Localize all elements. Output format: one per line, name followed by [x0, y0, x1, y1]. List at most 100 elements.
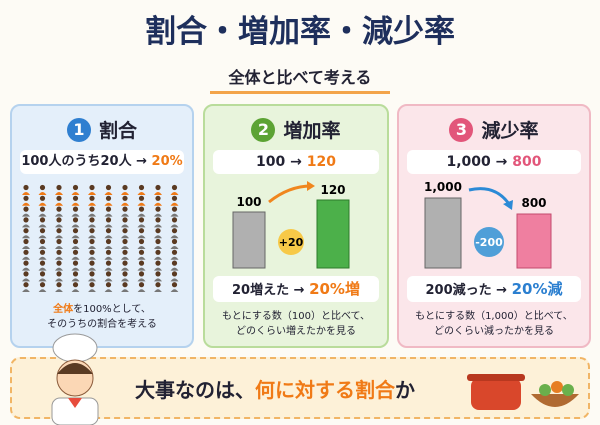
- person-head: [155, 217, 161, 223]
- chef-scarf: [68, 398, 82, 408]
- example-from: 100 →: [256, 154, 302, 170]
- person-body: [154, 202, 162, 206]
- person-head: [155, 228, 161, 234]
- person-body: [38, 289, 47, 292]
- person-head: [72, 271, 79, 277]
- person-head: [56, 260, 62, 266]
- person-head: [155, 249, 161, 255]
- bar-after: [316, 199, 350, 269]
- caption: もとにする数（1,000）と比べて、 どのくらい減ったかを見る: [399, 309, 589, 339]
- person-head: [155, 260, 161, 266]
- change: -200: [475, 236, 503, 249]
- person-head: [39, 249, 46, 255]
- person-body: [154, 224, 162, 228]
- panel-increase: 2 増加率 100 → 120 100 120 +20 20増えた → 20%増 …: [203, 104, 389, 348]
- person-body: [154, 278, 162, 282]
- person-body: [137, 267, 146, 271]
- person-head: [122, 217, 128, 223]
- person-head: [155, 238, 161, 245]
- person-head: [105, 184, 112, 191]
- person-body: [104, 278, 113, 282]
- person-body: [71, 224, 80, 228]
- person-head: [56, 238, 62, 245]
- person-head: [138, 217, 145, 223]
- person-head: [72, 206, 79, 212]
- person-head: [138, 249, 145, 255]
- person-head: [171, 249, 178, 255]
- person-body: [55, 192, 63, 195]
- person-head: [122, 260, 128, 266]
- pot: [471, 378, 521, 410]
- person-head: [23, 260, 29, 266]
- person-body: [38, 224, 47, 228]
- person-body: [104, 235, 113, 239]
- person-head: [72, 238, 79, 245]
- person-body: [22, 192, 30, 195]
- person-body: [104, 289, 113, 292]
- person-body: [71, 192, 80, 195]
- person-body: [71, 278, 80, 282]
- person-head: [72, 249, 79, 255]
- person-head: [89, 206, 95, 212]
- person-head: [171, 195, 178, 201]
- result-rate: 20%減: [511, 280, 563, 298]
- person-head: [171, 260, 178, 266]
- person-head: [56, 195, 62, 201]
- person-body: [104, 246, 113, 249]
- number: 2: [251, 118, 276, 142]
- person-head: [23, 217, 29, 223]
- person-head: [72, 228, 79, 234]
- person-body: [88, 213, 96, 217]
- person-body: [88, 278, 96, 282]
- person-body: [170, 235, 179, 239]
- person-body: [88, 224, 96, 228]
- example-rate: 20%: [151, 154, 183, 169]
- person-body: [55, 246, 63, 249]
- person-body: [170, 202, 179, 206]
- person-head: [138, 282, 145, 288]
- person-head: [171, 271, 178, 277]
- food: [551, 381, 563, 393]
- person-head: [72, 195, 79, 201]
- person-head: [23, 206, 29, 212]
- person-body: [137, 224, 146, 228]
- person-head: [155, 195, 161, 201]
- example-text: 100人のうち20人 →: [21, 154, 147, 169]
- person-head: [122, 228, 128, 234]
- person-body: [104, 267, 113, 271]
- person-body: [71, 256, 80, 260]
- person-head: [89, 184, 95, 191]
- person-head: [171, 282, 178, 288]
- change: +20: [279, 236, 304, 249]
- person-body: [170, 289, 179, 292]
- bar-label: 800: [521, 196, 546, 210]
- person-body: [154, 267, 162, 271]
- chef-illustration: [51, 333, 99, 425]
- caption-text: を100%として、: [73, 304, 151, 315]
- person-body: [71, 235, 80, 239]
- caption-text: どのくらい増えたかを見る: [236, 326, 356, 337]
- footer-text: 大事なのは、何に対する割合か: [135, 374, 415, 403]
- person-body: [22, 202, 30, 206]
- person-body: [88, 246, 96, 249]
- person-head: [23, 238, 29, 245]
- person-body: [170, 278, 179, 282]
- person-body: [137, 235, 146, 239]
- person-body: [170, 213, 179, 217]
- person-head: [23, 184, 29, 191]
- person-body: [137, 202, 146, 206]
- person-body: [55, 256, 63, 260]
- heading-text: 割合: [98, 120, 137, 142]
- person-head: [56, 249, 62, 255]
- person-head: [72, 260, 79, 266]
- example: 1,000 → 800: [407, 150, 581, 174]
- person-head: [105, 238, 112, 245]
- bowl: [531, 394, 579, 407]
- heading: 2 増加率: [205, 116, 387, 143]
- result-rate: 20%増: [309, 280, 360, 298]
- person-head: [89, 260, 95, 266]
- person-head: [39, 271, 46, 277]
- person-head: [105, 282, 112, 288]
- person-body: [104, 256, 113, 260]
- person-body: [154, 289, 162, 292]
